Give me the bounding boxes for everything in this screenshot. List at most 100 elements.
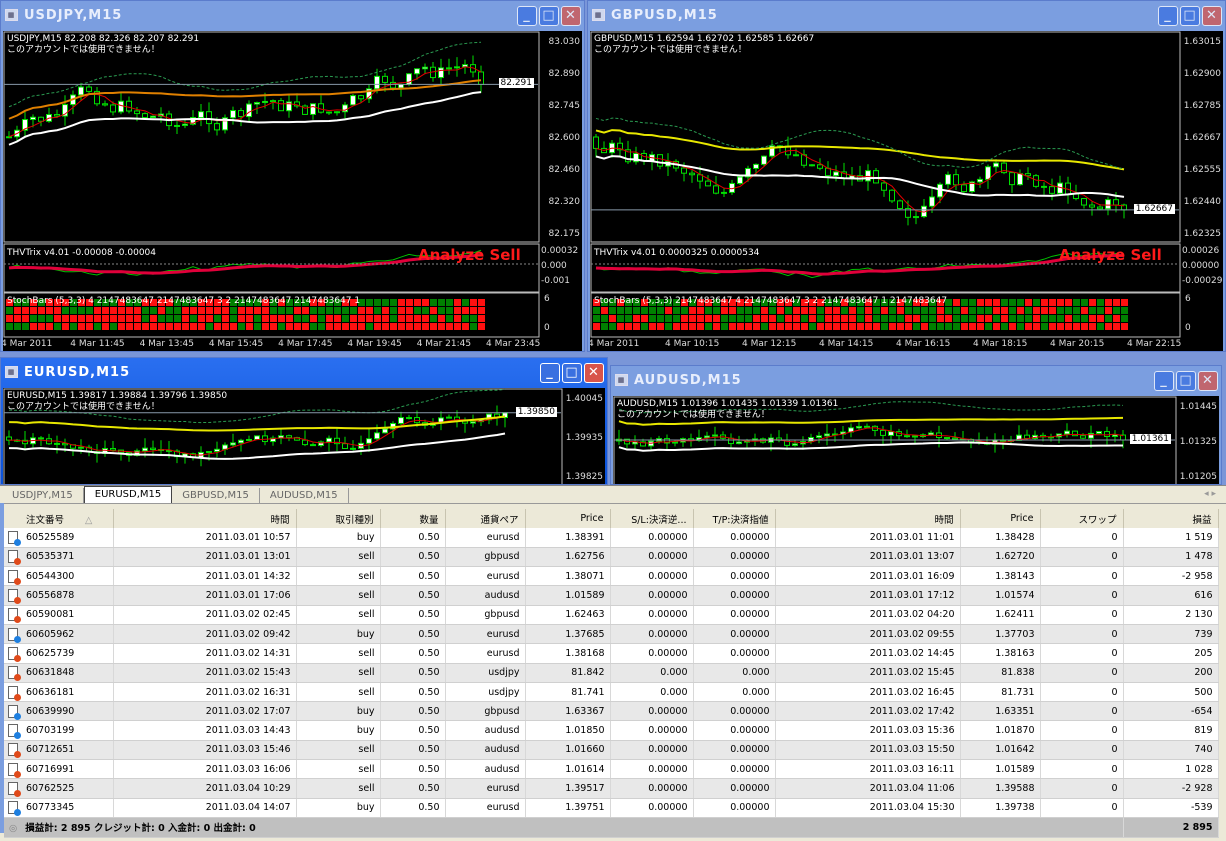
stoch-bar-cell [134,315,141,322]
column-header[interactable]: S/L:決済逆... [610,509,694,528]
close-button[interactable]: ✕ [561,6,581,26]
minimize-button[interactable]: _ [517,6,537,26]
stoch-bar-cell [649,299,656,306]
table-row[interactable]: 60605962 2011.03.02 09:42 buy 0.50 eurusd 1.3… [4,624,1219,645]
cell: 0.50 [380,682,446,703]
stoch-bar-cell [182,323,189,330]
minimize-button[interactable]: _ [1158,6,1178,26]
table-row[interactable]: 60590081 2011.03.02 02:45 sell 0.50 gbpusd 1.… [4,605,1219,625]
stoch-bar-cell [705,299,712,306]
chart-tab[interactable]: GBPUSD,M15 [172,488,260,503]
stoch-bar-cell [705,323,712,330]
column-header[interactable]: T/P:決済指値 [693,509,776,528]
stoch-bar-cell [753,299,760,306]
chart-window-audusd[interactable]: ▦ AUDUSD,M15 _ □ ✕ AUDUSD,M15 1.01396 1.014… [610,365,1222,485]
maximize-button[interactable]: □ [1180,6,1200,26]
cell: 2011.03.03 15:50 [775,740,961,761]
stoch-bar-cell [649,307,656,314]
cell: -2 928 [1123,778,1219,799]
column-header[interactable]: 数量 [380,509,446,528]
table-row[interactable]: 60712651 2011.03.03 15:46 sell 0.50 audusd 1.… [4,740,1219,761]
close-button[interactable]: ✕ [1198,371,1218,391]
title-bar[interactable]: ▦ GBPUSD,M15 _ □ ✕ [588,1,1225,29]
maximize-button[interactable]: □ [539,6,559,26]
candle [22,431,28,451]
title-bar[interactable]: ▦ USDJPY,M15 _ □ ✕ [1,1,584,29]
time-tick: 4 Mar 15:45 [208,339,264,349]
cell: 60716991 [4,759,114,780]
chart-window-eurusd[interactable]: ▦ EURUSD,M15 _ □ ✕ EURUSD,M15 1.39817 1.398… [0,357,608,485]
price-chart[interactable]: EURUSD,M15 1.39817 1.39884 1.39796 1.398… [3,388,605,484]
cell: 1.62411 [960,605,1041,625]
cell: 0.00000 [693,624,776,645]
stoch-bar-cell [222,299,229,306]
tab-scroll-arrows[interactable]: ◂ ▸ [1204,489,1216,499]
candle [270,435,276,446]
stoch-bar-cell [206,299,213,306]
stoch-bar-cell [833,299,840,306]
column-header[interactable]: 注文番号 △ [4,509,114,528]
stoch-bar-cell [1081,323,1088,330]
trix-tick: -0.001 [541,276,571,286]
candle [1016,425,1022,441]
cell: 2011.03.04 14:07 [113,798,297,818]
stoch-bar-cell [414,323,421,330]
title-bar[interactable]: ▦ EURUSD,M15 _ □ ✕ [1,358,607,386]
column-header-label: T/P:決済指値 [712,514,769,526]
stoch-bar-cell [6,323,13,330]
stoch-bar-cell [1097,315,1104,322]
stoch-bar-cell [1009,299,1016,306]
window-title: EURUSD,M15 [24,364,131,380]
column-header[interactable]: 時間 [775,509,961,528]
table-row[interactable]: 60773345 2011.03.04 14:07 buy 0.50 eurusd 1.3… [4,798,1219,818]
cell: sell [296,547,381,568]
table-row[interactable]: 60716991 2011.03.03 16:06 sell 0.50 audusd 1.… [4,759,1219,780]
price-chart[interactable]: AUDUSD,M15 1.01396 1.01435 1.01339 1.013… [613,396,1219,484]
cell: 0 [1040,663,1124,683]
table-row[interactable]: 60636181 2011.03.02 16:31 sell 0.50 usdjpy 81… [4,682,1219,703]
maximize-button[interactable]: □ [562,363,582,383]
table-row[interactable]: 60762525 2011.03.04 10:29 sell 0.50 eurusd 1.… [4,778,1219,799]
cell: 1.38071 [525,566,611,587]
column-header[interactable]: 取引種別 [296,509,381,528]
close-button[interactable]: ✕ [584,363,604,383]
stoch-tick: 0 [1185,323,1191,333]
price-chart[interactable]: GBPUSD,M15 1.62594 1.62702 1.62585 1.626… [590,31,1223,351]
title-bar[interactable]: ▦ AUDUSD,M15 _ □ ✕ [611,366,1221,394]
minimize-button[interactable]: _ [540,363,560,383]
table-row[interactable]: 60556878 2011.03.01 17:06 sell 0.50 audusd 1.… [4,585,1219,606]
price-chart[interactable]: USDJPY,M15 82.208 82.326 82.207 82.291 この… [3,31,582,351]
stoch-bar-cell [1017,315,1024,322]
minimize-button[interactable]: _ [1154,371,1174,391]
close-button[interactable]: ✕ [1202,6,1222,26]
chart-window-gbpusd[interactable]: ▦ GBPUSD,M15 _ □ ✕ GBPUSD,M15 1.62594 1.627… [587,0,1226,352]
column-header[interactable]: 通貨ペア [445,509,526,528]
candle [713,175,719,195]
table-row[interactable]: 60631848 2011.03.02 15:43 sell 0.50 usdjpy 81… [4,663,1219,683]
column-header[interactable]: Price [960,509,1041,528]
candle [182,119,188,129]
cell: 2011.03.03 16:06 [113,759,297,780]
column-header[interactable]: 時間 [113,509,297,528]
table-row[interactable]: 60535371 2011.03.01 13:01 sell 0.50 gbpusd 1.… [4,547,1219,568]
chart-window-usdjpy[interactable]: ▦ USDJPY,M15 _ □ ✕ USDJPY,M15 82.208 82.326… [0,0,585,352]
column-header[interactable]: 損益 [1123,509,1219,528]
stoch-bar-cell [721,323,728,330]
chart-tab[interactable]: EURUSD,M15 [83,486,173,503]
table-row[interactable]: 60544300 2011.03.01 14:32 sell 0.50 eurusd 1.… [4,566,1219,587]
column-header-label: 数量 [419,514,439,526]
table-row[interactable]: 60639990 2011.03.02 17:07 buy 0.50 gbpusd 1.6… [4,701,1219,722]
column-header[interactable]: スワップ [1040,509,1124,528]
chart-tab[interactable]: USDJPY,M15 [2,488,84,503]
column-header[interactable]: Price [525,509,611,528]
cell: 81.842 [525,663,611,683]
price-tick: 82.175 [548,229,581,239]
stoch-bar-cell [809,323,816,330]
terminal-panel: USDJPY,M15 EURUSD,M15 GBPUSD,M15 AUDUSD,M15… [0,485,1226,841]
table-row[interactable]: 60703199 2011.03.03 14:43 buy 0.50 audusd 1.0… [4,720,1219,741]
table-row[interactable]: 60625739 2011.03.02 14:31 sell 0.50 eurusd 1.… [4,643,1219,664]
maximize-button[interactable]: □ [1176,371,1196,391]
table-row[interactable]: 60525589 2011.03.01 10:57 buy 0.50 eurusd 1.3… [4,528,1219,548]
chart-tab[interactable]: AUDUSD,M15 [260,488,349,503]
candle [318,95,324,114]
